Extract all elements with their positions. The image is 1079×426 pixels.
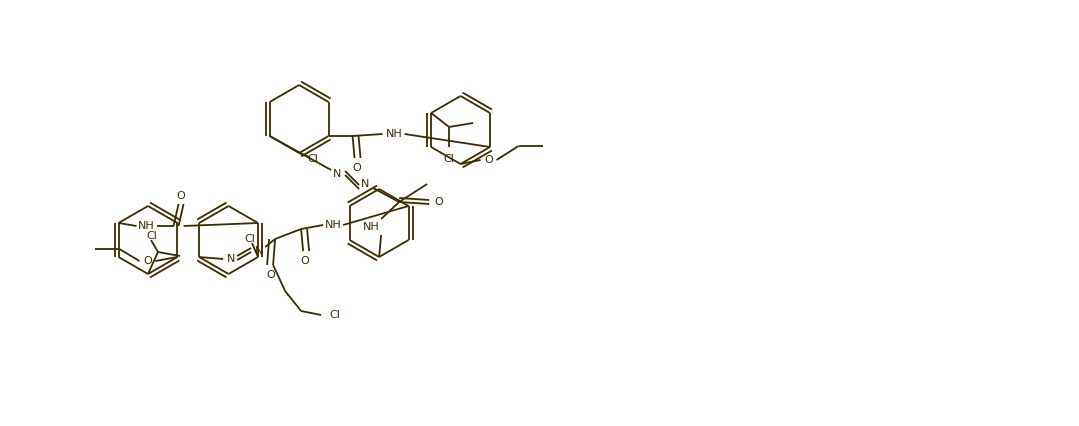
Text: Cl: Cl bbox=[308, 154, 318, 164]
Text: O: O bbox=[484, 155, 493, 165]
Text: N: N bbox=[227, 254, 235, 264]
Text: Cl: Cl bbox=[147, 231, 158, 241]
Text: N: N bbox=[255, 246, 263, 256]
Text: NH: NH bbox=[138, 221, 155, 231]
Text: O: O bbox=[267, 270, 275, 280]
Text: O: O bbox=[352, 163, 361, 173]
Text: O: O bbox=[435, 197, 443, 207]
Text: NH: NH bbox=[386, 129, 402, 139]
Text: O: O bbox=[144, 256, 152, 266]
Text: O: O bbox=[301, 256, 310, 266]
Text: O: O bbox=[176, 191, 185, 201]
Text: NH: NH bbox=[363, 222, 380, 232]
Text: N: N bbox=[360, 179, 369, 189]
Text: NH: NH bbox=[325, 220, 341, 230]
Text: N: N bbox=[333, 169, 341, 179]
Text: Cl: Cl bbox=[443, 154, 454, 164]
Text: Cl: Cl bbox=[245, 234, 256, 244]
Text: Cl: Cl bbox=[330, 310, 341, 320]
